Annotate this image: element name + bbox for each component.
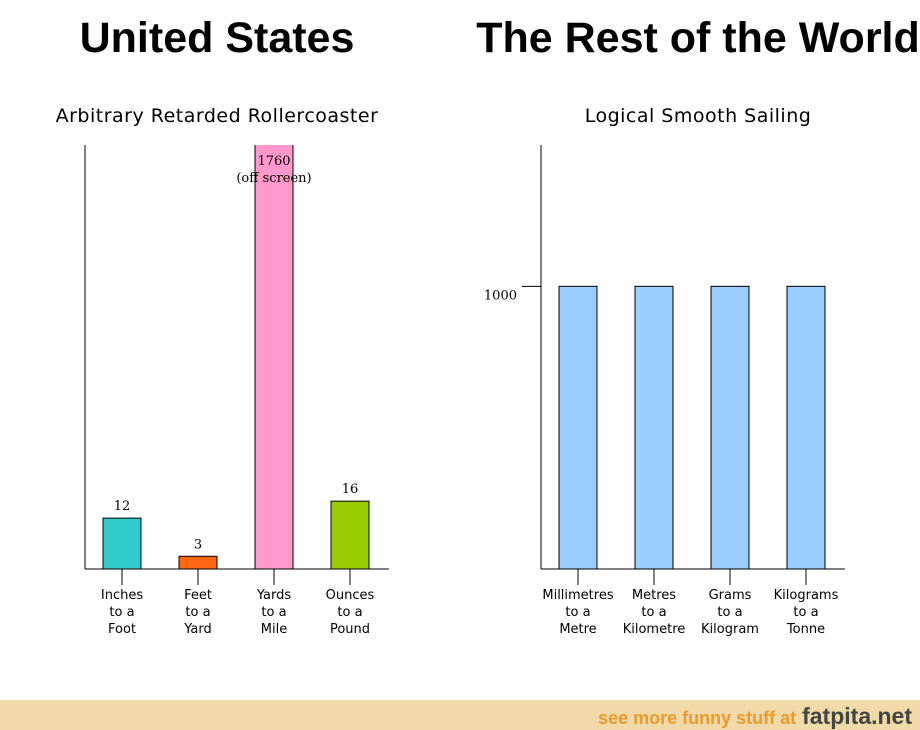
column-heading: The Rest of the World: [476, 14, 920, 62]
footer-text: see more funny stuff at: [598, 708, 796, 728]
value-label: 1760 (off screen): [236, 154, 311, 186]
bar: [710, 285, 750, 570]
x-tick-label: Ounces to a Pound: [326, 588, 375, 637]
y-tick-label: 1000: [484, 288, 517, 303]
value-label: 3: [194, 537, 202, 552]
x-tick-label: Millimetres to a Metre: [542, 588, 613, 637]
bar: [330, 500, 370, 570]
value-label: 16: [342, 482, 359, 497]
bar: [254, 145, 294, 570]
footer-band: [0, 700, 920, 730]
bar: [786, 285, 826, 570]
footer: see more funny stuff at fatpita.net: [598, 703, 912, 729]
plot: [558, 285, 826, 570]
footer-site: fatpita.net: [802, 703, 912, 729]
x-tick-label: Kilograms to a Tonne: [774, 588, 839, 637]
value-label: 12: [114, 499, 131, 514]
x-tick-label: Grams to a Kilogram: [701, 588, 759, 637]
chart-title: Arbitrary Retarded Rollercoaster: [56, 105, 379, 127]
x-tick-label: Yards to a Mile: [256, 588, 291, 637]
bar: [178, 555, 218, 570]
bar: [558, 285, 598, 570]
x-tick-label: Metres to a Kilometre: [623, 588, 686, 637]
bar: [634, 285, 674, 570]
x-tick-label: Feet to a Yard: [183, 588, 212, 637]
column-heading: United States: [80, 14, 355, 62]
chart-title: Logical Smooth Sailing: [585, 105, 812, 127]
bar: [102, 517, 142, 570]
x-tick-label: Inches to a Foot: [101, 588, 143, 637]
plot: [102, 145, 370, 570]
